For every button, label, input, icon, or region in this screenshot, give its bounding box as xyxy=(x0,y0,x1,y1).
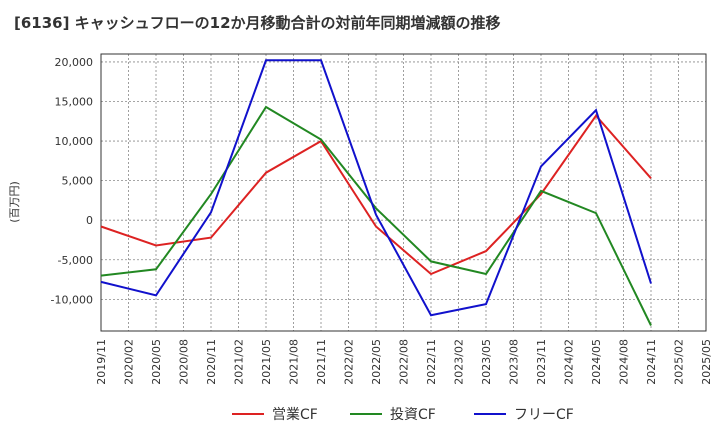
x-tick-label: 2022/11 xyxy=(425,339,438,385)
x-tick-label: 2021/11 xyxy=(315,339,328,385)
x-tick-label: 2025/02 xyxy=(673,339,686,385)
chart-title: [6136] キャッシュフローの12か月移動合計の対前年同期増減額の推移 xyxy=(14,14,501,32)
series-line xyxy=(100,59,652,317)
x-tick-label: 2024/02 xyxy=(563,339,576,385)
y-axis: 20,000 15,000 10,000 5,000 0 -5,000 -10,000 xyxy=(51,56,93,306)
y-tick-label: 20,000 xyxy=(55,56,94,69)
x-tick-label: 2021/05 xyxy=(260,339,273,385)
x-tick-label: 2024/08 xyxy=(618,339,631,385)
x-tick-label: 2024/11 xyxy=(645,339,658,385)
plot-area xyxy=(100,53,707,332)
x-axis: 2019/11 2020/02 2020/05 2020/08 2020/11 2021/… xyxy=(95,339,713,385)
x-tick-label: 2023/05 xyxy=(480,339,493,385)
y-tick-label: 10,000 xyxy=(55,135,94,148)
y-tick-label: -5,000 xyxy=(58,254,93,267)
x-tick-label: 2023/11 xyxy=(535,339,548,385)
y-tick-label: 5,000 xyxy=(62,175,94,188)
x-tick-label: 2020/08 xyxy=(178,339,191,385)
x-tick-label: 2019/11 xyxy=(95,339,108,385)
y-tick-label: -10,000 xyxy=(51,293,93,306)
legend-label: 営業CF xyxy=(272,407,318,423)
x-tick-label: 2023/02 xyxy=(453,339,466,385)
legend-label: フリーCF xyxy=(514,407,574,423)
legend: 営業CF 投資CF フリーCF xyxy=(232,407,574,423)
x-tick-label: 2021/08 xyxy=(288,339,301,385)
x-tick-label: 2023/08 xyxy=(508,339,521,385)
series-lines xyxy=(100,59,652,326)
x-tick-label: 2024/05 xyxy=(590,339,603,385)
x-tick-label: 2020/11 xyxy=(205,339,218,385)
x-tick-label: 2021/02 xyxy=(233,339,246,385)
x-tick-label: 2020/05 xyxy=(150,339,163,385)
x-tick-label: 2022/05 xyxy=(370,339,383,385)
y-axis-label: (百万円) xyxy=(8,181,21,223)
legend-label: 投資CF xyxy=(390,407,436,423)
x-tick-label: 2020/02 xyxy=(123,339,136,385)
series-line xyxy=(100,105,652,326)
x-tick-label: 2022/08 xyxy=(398,339,411,385)
y-tick-label: 15,000 xyxy=(55,95,94,108)
y-tick-label: 0 xyxy=(86,214,93,227)
grid xyxy=(101,54,706,331)
x-tick-label: 2022/02 xyxy=(343,339,356,385)
x-tick-label: 2025/05 xyxy=(700,339,713,385)
